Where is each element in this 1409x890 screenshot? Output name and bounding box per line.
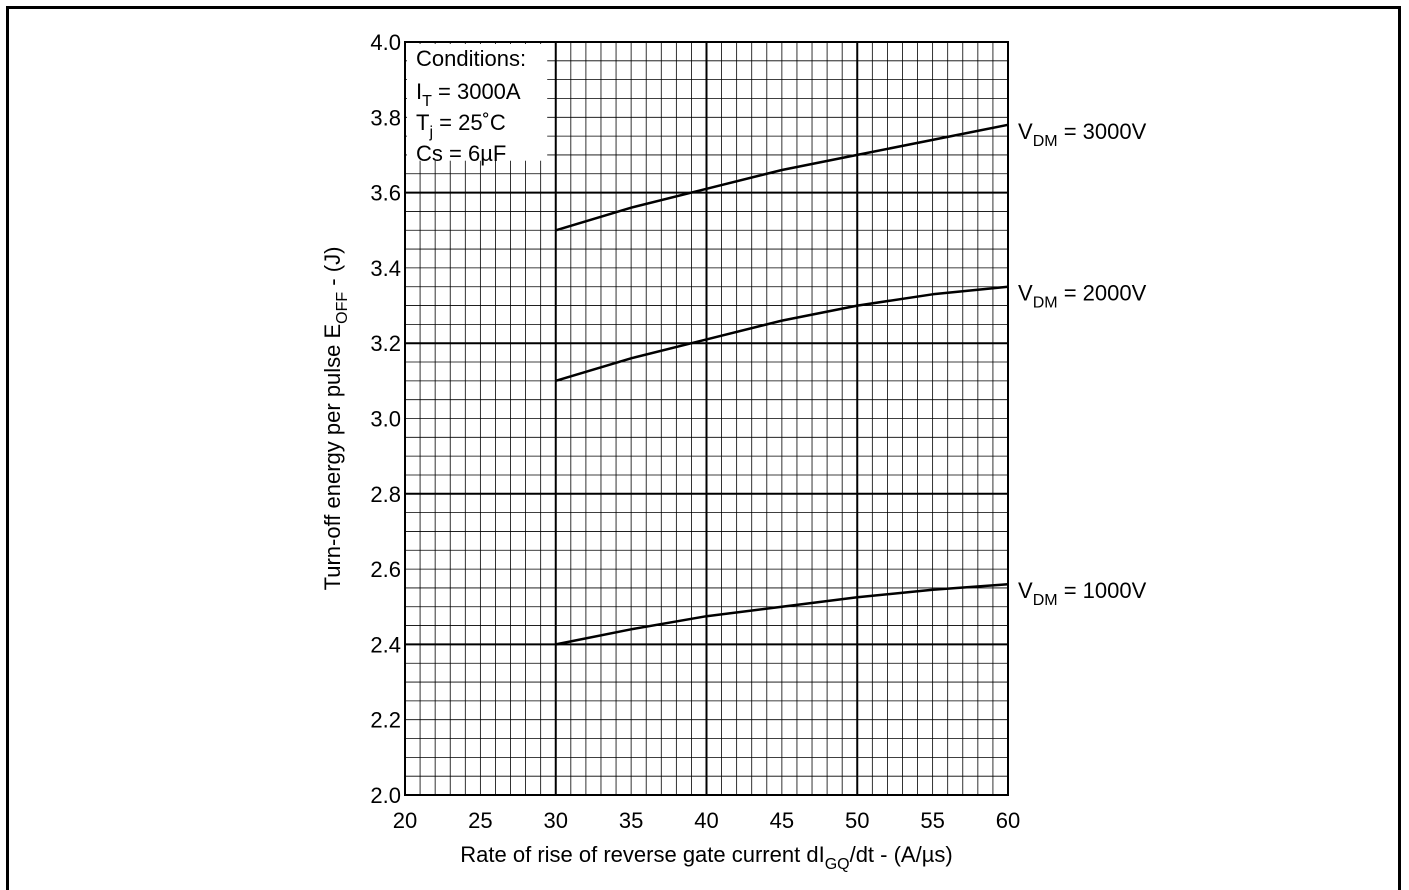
y-tick-label: 2.4	[370, 632, 401, 657]
series-lines	[555, 123, 1009, 646]
x-tick-label: 25	[468, 808, 492, 833]
plot-border	[404, 41, 1009, 796]
x-tick-label: 45	[770, 808, 794, 833]
x-tick-labels: 20 25 30 35 40 45 50 55 60	[393, 808, 1020, 833]
conditions-box	[407, 44, 548, 161]
x-tick-label: 40	[694, 808, 718, 833]
y-tick-labels: 2.0 2.2 2.4 2.6 2.8 3.0 3.2 3.4 3.6 3.8 4.0	[370, 30, 401, 808]
y-tick-label: 3.0	[370, 407, 401, 432]
y-tick-label: 4.0	[370, 30, 401, 55]
y-axis-label: Turn-off energy per pulse EOFF - (J)	[320, 247, 351, 591]
y-tick-label: 2.8	[370, 482, 401, 507]
y-tick-label: 3.2	[370, 331, 401, 356]
conditions-temperature: Tj = 25˚C	[416, 110, 506, 141]
x-tick-label: 30	[544, 808, 568, 833]
series-line	[555, 285, 1009, 382]
chart-frame	[6, 6, 1401, 890]
conditions-current: IT = 3000A	[416, 79, 521, 110]
x-tick-label: 20	[393, 808, 417, 833]
y-tick-label: 2.0	[370, 783, 401, 808]
conditions-capacitance: Cs = 6µF	[416, 141, 506, 166]
y-tick-label: 3.4	[370, 256, 401, 281]
y-tick-label: 2.6	[370, 557, 401, 582]
conditions-title: Conditions:	[416, 46, 526, 71]
series-line	[555, 123, 1009, 232]
series-label: VDM = 3000V	[1018, 119, 1147, 150]
series-labels: VDM = 3000V VDM = 2000V VDM = 1000V	[1018, 119, 1147, 609]
y-tick-label: 3.8	[370, 105, 401, 130]
series-label: VDM = 1000V	[1018, 578, 1147, 609]
x-tick-label: 55	[920, 808, 944, 833]
y-tick-label: 3.6	[370, 181, 401, 206]
major-gridlines	[405, 42, 1008, 795]
series-label: VDM = 2000V	[1018, 281, 1147, 312]
x-tick-label: 60	[996, 808, 1020, 833]
x-axis-label: Rate of rise of reverse gate current dIG…	[460, 842, 952, 873]
series-line	[555, 582, 1009, 646]
x-tick-label: 35	[619, 808, 643, 833]
y-tick-label: 2.2	[370, 708, 401, 733]
x-tick-label: 50	[845, 808, 869, 833]
